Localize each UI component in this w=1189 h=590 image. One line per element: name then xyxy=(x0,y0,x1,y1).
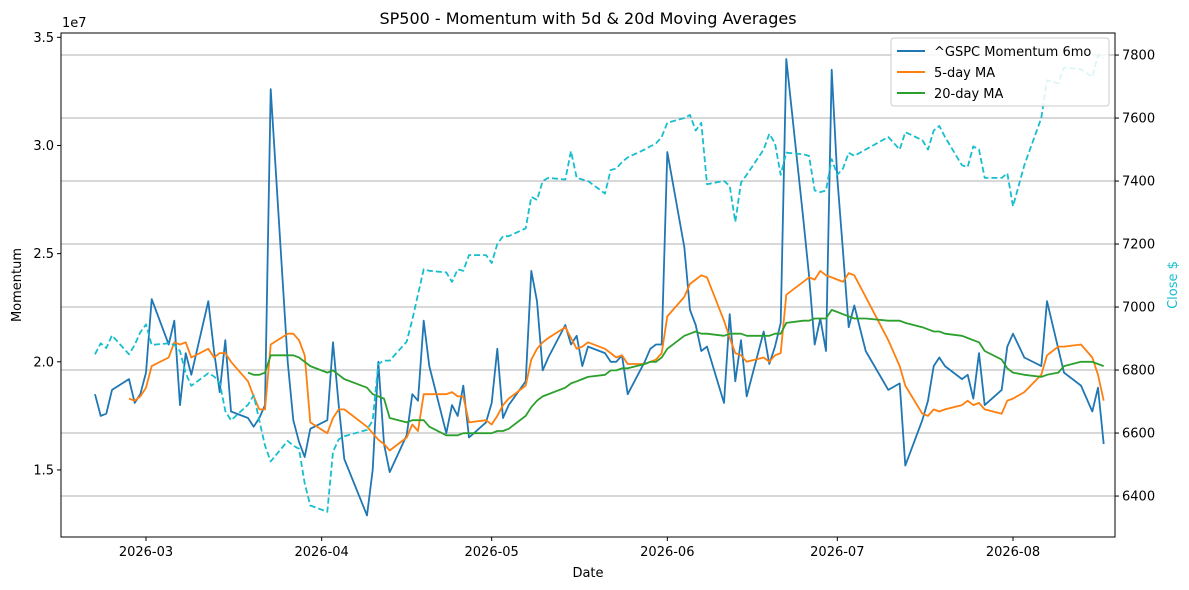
y-tick-label: 3.5 xyxy=(33,31,54,46)
legend-momentum-label: ^GSPC Momentum 6mo xyxy=(934,45,1091,60)
ma5-line xyxy=(128,269,1105,452)
x-tick-label: 2026-07 xyxy=(810,545,864,560)
momentum-line xyxy=(94,58,1105,517)
legend-box xyxy=(890,37,1110,107)
x-axis-label: Date xyxy=(572,566,603,581)
y2-tick-label: 6400 xyxy=(1122,490,1155,505)
y2-tick-label: 7200 xyxy=(1122,238,1155,253)
chart-title: SP500 - Momentum with 5d & 20d Moving Av… xyxy=(379,9,796,28)
y2-tick-label: 7000 xyxy=(1122,301,1155,316)
y-tick-label: 2.0 xyxy=(33,355,54,370)
y-tick-label: 3.0 xyxy=(33,139,54,154)
y2-tick-label: 7600 xyxy=(1122,112,1155,127)
y2-axis-label: Close $ xyxy=(1166,261,1181,309)
legend-ma20-label: 20-day MA xyxy=(934,87,1003,102)
y-tick-label: 2.5 xyxy=(33,247,54,262)
x-tick-label: 2026-05 xyxy=(465,545,519,560)
x-tick-label: 2026-03 xyxy=(119,545,173,560)
y-tick-label: 1.5 xyxy=(33,463,54,478)
x-tick-label: 2026-08 xyxy=(986,545,1040,560)
x-tick-label: 2026-04 xyxy=(295,545,349,560)
legend: ^GSPC Momentum 6mo 5-day MA 20-day MA xyxy=(890,37,1110,107)
ma20-line xyxy=(247,308,1105,437)
x-tick-label: 2026-06 xyxy=(640,545,694,560)
plot-frame xyxy=(60,32,1116,538)
legend-ma5-label: 5-day MA xyxy=(934,66,995,81)
y2-tick-label: 6800 xyxy=(1122,364,1155,379)
y2-tick-label: 6600 xyxy=(1122,427,1155,442)
y-scale-label: 1e7 xyxy=(62,16,87,31)
y2-tick-label: 7800 xyxy=(1122,49,1155,64)
y2-tick-label: 7400 xyxy=(1122,175,1155,190)
close-price-line xyxy=(94,54,1105,513)
axes: 2026-03 2026-04 2026-05 2026-06 2026-07 2026-… xyxy=(33,31,1155,560)
series-lines xyxy=(94,54,1105,517)
y-axis-label: Momentum xyxy=(10,248,25,322)
